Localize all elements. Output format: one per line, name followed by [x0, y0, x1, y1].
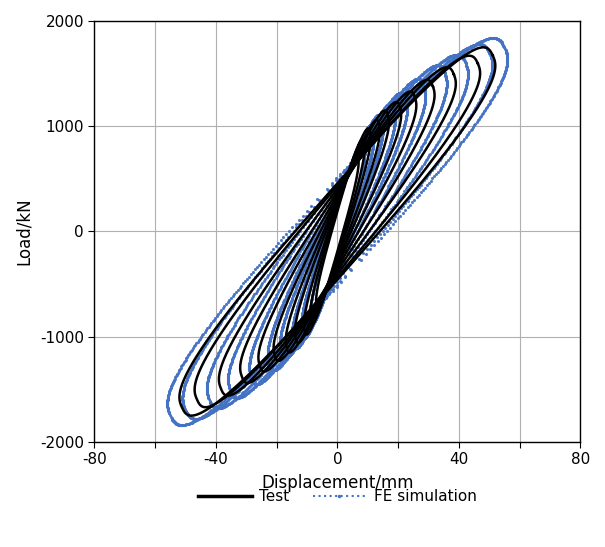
X-axis label: Displacement/mm: Displacement/mm [261, 474, 414, 492]
Y-axis label: Load/kN: Load/kN [15, 197, 33, 265]
Legend: Test, FE simulation: Test, FE simulation [192, 483, 483, 510]
